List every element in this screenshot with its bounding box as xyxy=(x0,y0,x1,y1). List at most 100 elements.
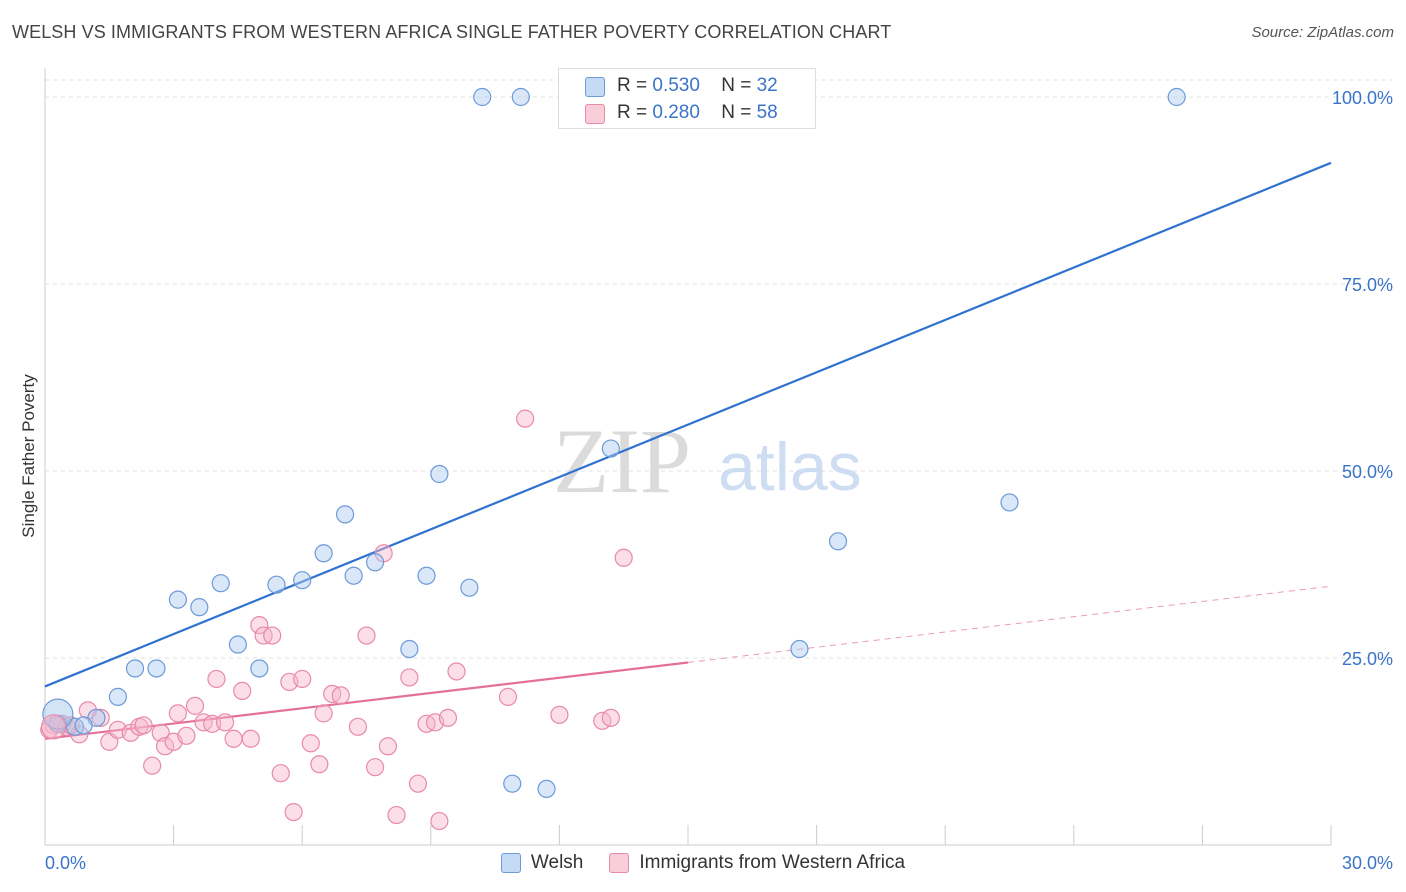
y-tick-label: 75.0% xyxy=(1342,275,1393,295)
x-tick-label: 30.0% xyxy=(1342,853,1393,873)
immigrants-point xyxy=(143,756,162,775)
welsh-point xyxy=(417,566,436,585)
immigrants-point xyxy=(387,805,406,825)
legend-row-immigrants: R = 0.280 N = 58 xyxy=(585,102,778,124)
grid-lines xyxy=(45,79,1392,659)
legend-item-welsh[interactable]: Welsh xyxy=(500,852,584,874)
welsh-point xyxy=(790,639,809,659)
legend-row-welsh: R = 0.530 N = 32 xyxy=(585,75,778,97)
welsh-point xyxy=(365,553,385,572)
watermark: ZIP atlas xyxy=(553,410,862,512)
x-tick-labels: 0.0% 30.0% xyxy=(45,853,1393,873)
immigrants-point xyxy=(293,669,312,689)
immigrants-point xyxy=(348,717,368,736)
chart-title: WELSH VS IMMIGRANTS FROM WESTERN AFRICA … xyxy=(12,22,892,42)
legend-item-immigrants[interactable]: Immigrants from Western Africa xyxy=(609,852,905,874)
immigrants-trend-extension xyxy=(687,585,1332,663)
immigrants-swatch xyxy=(609,853,630,873)
y-tick-label: 25.0% xyxy=(1342,649,1393,669)
welsh-point xyxy=(228,635,247,654)
immigrants-point xyxy=(263,626,282,645)
welsh-label: Welsh xyxy=(530,852,584,873)
immigrants-point xyxy=(168,704,187,723)
welsh-point xyxy=(267,575,286,594)
welsh-point xyxy=(460,578,479,597)
welsh-point xyxy=(430,464,449,484)
immigrants-point xyxy=(438,708,458,727)
watermark-atlas: atlas xyxy=(718,429,862,505)
welsh-swatch xyxy=(500,853,521,873)
welsh-point xyxy=(601,439,620,458)
welsh-point xyxy=(335,505,355,524)
immigrants-point xyxy=(215,713,235,732)
immigrants-point xyxy=(134,716,153,735)
welsh-point xyxy=(828,532,848,551)
welsh-point xyxy=(125,659,145,678)
immigrants-point xyxy=(271,764,290,783)
welsh-point xyxy=(537,779,556,799)
immigrants-point xyxy=(207,669,226,689)
immigrants-point xyxy=(284,802,303,822)
immigrants-point xyxy=(365,758,385,777)
immigrants-point xyxy=(241,729,260,748)
y-axis-label: Single Father Poverty xyxy=(19,374,38,538)
welsh-point xyxy=(108,687,127,706)
x-tick-label: 0.0% xyxy=(45,853,86,873)
immigrants-point xyxy=(357,626,376,645)
welsh-point xyxy=(511,87,530,107)
watermark-zip: ZIP xyxy=(553,410,691,512)
welsh-point xyxy=(293,571,312,590)
immigrants-point xyxy=(151,723,170,742)
welsh-point xyxy=(168,590,187,609)
immigrants-point xyxy=(314,704,333,723)
immigrants-point xyxy=(430,811,449,831)
welsh-point xyxy=(147,659,166,678)
welsh-point xyxy=(473,87,492,107)
immigrants-label: Immigrants from Western Africa xyxy=(639,852,906,873)
immigrants-point xyxy=(310,755,329,774)
immigrants-point xyxy=(516,409,535,428)
y-tick-labels: 25.0% 50.0% 75.0% 100.0% xyxy=(1332,88,1393,669)
immigrants-point xyxy=(447,662,466,681)
data-points xyxy=(40,87,1186,831)
welsh-point xyxy=(314,544,333,563)
immigrants-point xyxy=(550,705,569,724)
y-tick-label: 50.0% xyxy=(1342,462,1393,482)
immigrants-point xyxy=(224,729,243,748)
correlation-legend: R = 0.530 N = 32 R = 0.280 N = 58 xyxy=(558,68,816,129)
welsh-trend-line xyxy=(44,161,1332,688)
legend-swatch-welsh xyxy=(585,77,605,97)
immigrants-n-value: 58 xyxy=(756,102,778,123)
immigrants-point xyxy=(155,737,175,756)
immigrants-r-value: 0.280 xyxy=(652,102,700,123)
immigrants-point xyxy=(301,734,320,753)
welsh-point xyxy=(211,574,230,593)
welsh-point xyxy=(503,774,522,793)
welsh-point xyxy=(250,659,269,678)
series-legend: Welsh Immigrants from Western Africa xyxy=(0,852,1406,874)
y-tick-label: 100.0% xyxy=(1332,88,1393,108)
welsh-point xyxy=(74,716,93,735)
immigrants-point xyxy=(331,686,350,705)
immigrants-point xyxy=(378,737,398,756)
legend-swatch-immigrants xyxy=(585,104,605,124)
immigrants-point xyxy=(498,687,518,706)
immigrants-point xyxy=(185,696,205,715)
welsh-point xyxy=(344,566,363,585)
immigrants-point xyxy=(233,681,252,701)
welsh-point xyxy=(1000,493,1019,512)
welsh-point xyxy=(190,598,209,617)
immigrants-point xyxy=(40,714,67,740)
welsh-point xyxy=(400,639,419,659)
immigrants-point xyxy=(177,726,196,745)
source-credit: Source: ZipAtlas.com xyxy=(1251,24,1394,41)
welsh-r-value: 0.530 xyxy=(652,75,700,96)
immigrants-point xyxy=(400,668,419,687)
immigrants-point xyxy=(601,708,620,727)
welsh-point xyxy=(1167,87,1186,107)
immigrants-point xyxy=(408,774,428,793)
immigrants-point xyxy=(250,615,269,635)
immigrants-point xyxy=(91,708,110,727)
welsh-n-value: 32 xyxy=(756,75,778,96)
